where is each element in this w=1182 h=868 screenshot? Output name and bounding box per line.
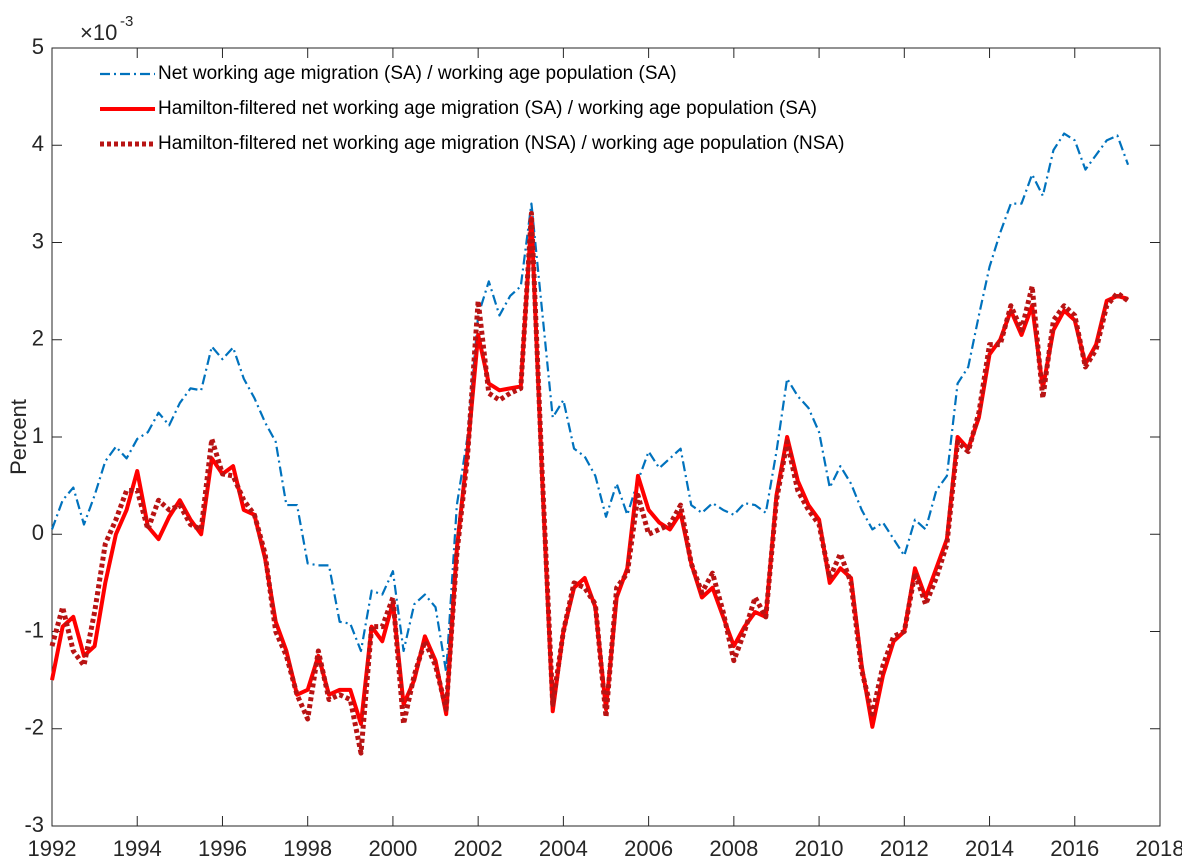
y-tick-label: -2 <box>24 715 44 740</box>
legend-label: Net working age migration (SA) / working… <box>158 63 677 84</box>
y-tick-label: -3 <box>24 812 44 837</box>
series-line <box>50 216 1129 729</box>
x-tick-label: 2006 <box>624 836 673 861</box>
y-multiplier-exponent: -3 <box>120 13 133 30</box>
x-tick-label: 2008 <box>709 836 758 861</box>
x-tick-label: 1996 <box>198 836 247 861</box>
x-tick-label: 2010 <box>795 836 844 861</box>
x-tick-label: 2014 <box>965 836 1014 861</box>
x-tick-label: 1992 <box>28 836 77 861</box>
x-tick-label: 2016 <box>1050 836 1099 861</box>
legend-label: Hamilton-filtered net working age migrat… <box>158 98 817 119</box>
x-tick-label: 2004 <box>539 836 588 861</box>
x-tick-label: 2000 <box>368 836 417 861</box>
x-tick-label: 2018 <box>1136 836 1182 861</box>
y-tick-label: 4 <box>32 131 44 156</box>
x-tick-label: 1994 <box>113 836 162 861</box>
legend-label: Hamilton-filtered net working age migrat… <box>158 133 844 154</box>
y-multiplier: ×10 <box>80 20 117 45</box>
x-tick-label: 1998 <box>283 836 332 861</box>
y-tick-label: 2 <box>32 326 44 351</box>
y-tick-label: -1 <box>24 617 44 642</box>
y-tick-label: 1 <box>32 423 44 448</box>
x-tick-label: 2002 <box>454 836 503 861</box>
y-tick-label: 0 <box>32 520 44 545</box>
y-tick-label: 5 <box>32 34 44 59</box>
series-line <box>49 210 1130 756</box>
y-tick-label: 3 <box>32 228 44 253</box>
y-axis-label: Percent <box>6 399 31 475</box>
series-line <box>50 132 1130 674</box>
x-tick-label: 2012 <box>880 836 929 861</box>
